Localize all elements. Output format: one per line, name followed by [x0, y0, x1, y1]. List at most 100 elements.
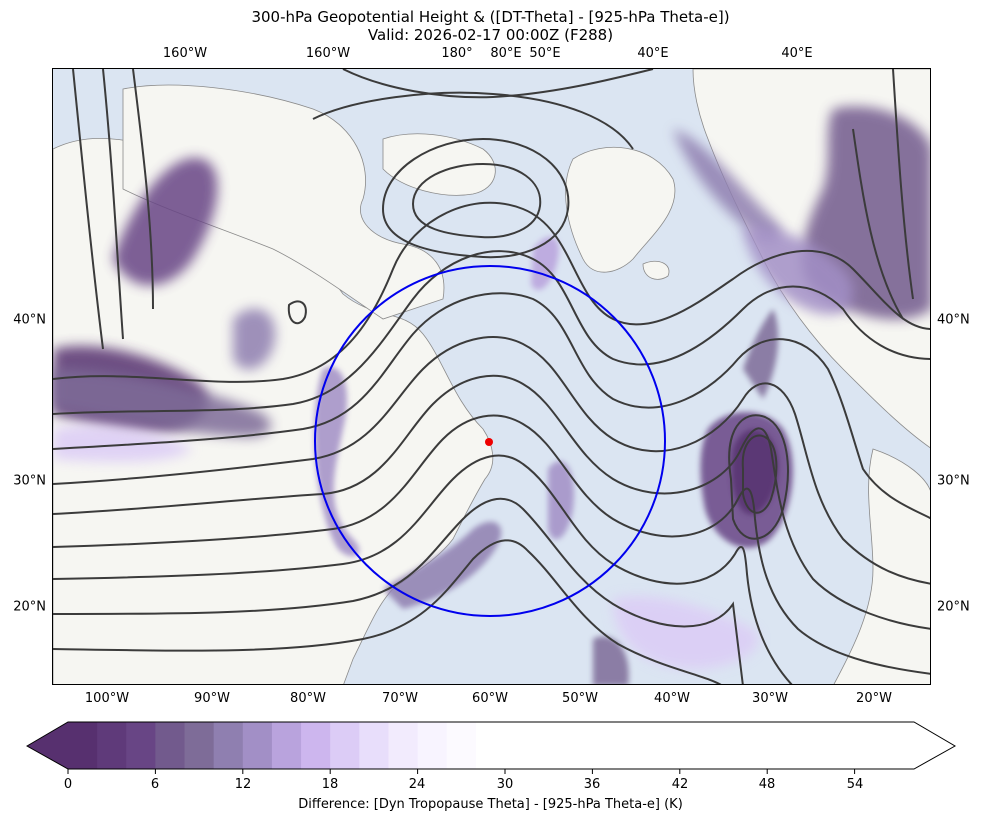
shading-blob — [613, 596, 759, 669]
arctic-islands-land — [382, 133, 496, 196]
colorbar-cell — [388, 722, 419, 769]
colorbar-tick-label: 42 — [671, 777, 689, 792]
shading-blob — [233, 308, 276, 370]
location-marker — [485, 438, 493, 446]
shading-blob — [743, 226, 854, 315]
shading-blob — [53, 369, 272, 438]
shading-blob — [593, 636, 629, 684]
map-title-line1: 300-hPa Geopotential Height & ([DT-Theta… — [251, 8, 730, 26]
colorbar-cell — [796, 722, 826, 769]
map-title-line2: Valid: 2026-02-17 00:00Z (F288) — [367, 26, 614, 44]
height-contour — [381, 137, 570, 259]
height-contour — [53, 497, 744, 684]
top-lon-label: 40°E — [781, 46, 813, 61]
colorbar-tick-label: 54 — [846, 777, 864, 792]
colorbar-cell — [242, 722, 273, 769]
bottom-lon-label: 80°W — [290, 691, 326, 706]
colorbar-cell — [184, 722, 215, 769]
shading-blob — [673, 129, 782, 242]
colorbar-cell — [883, 722, 914, 769]
height-contour — [342, 69, 654, 99]
top-lon-label: 160°W — [305, 46, 351, 61]
top-lon-label: 80°E — [490, 46, 522, 61]
colorbar-tick-label: 30 — [496, 777, 514, 792]
colorbar-cell — [505, 722, 535, 769]
colorbar-cell — [679, 722, 710, 769]
colorbar-cell — [417, 722, 448, 769]
colorbar-cell — [155, 722, 186, 769]
height-contour — [741, 434, 778, 514]
bottom-lon-label: 100°W — [84, 691, 130, 706]
colorbar-cell — [854, 722, 885, 769]
right-lat-label: 40°N — [937, 312, 970, 328]
right-lat-label: 20°N — [937, 599, 970, 615]
map-svg — [53, 69, 930, 684]
top-lon-label: 180° — [441, 46, 473, 61]
left-lat-label: 30°N — [13, 473, 46, 489]
bottom-lon-label: 20°W — [856, 691, 892, 706]
colorbar-cell — [330, 722, 360, 769]
shading-blob — [743, 309, 779, 399]
colorbar-cell — [738, 722, 768, 769]
height-contour — [852, 128, 904, 320]
iceland-land — [642, 260, 670, 280]
greenland-land — [565, 146, 676, 273]
bottom-lon-label: 70°W — [382, 691, 418, 706]
height-contour — [53, 292, 930, 520]
colorbar-cell — [650, 722, 681, 769]
colorbar-cell — [97, 722, 127, 769]
colorbar-outline — [25, 721, 957, 770]
colorbar-tick-label: 24 — [408, 777, 426, 792]
colorbar-cell — [68, 722, 98, 769]
shading-blob — [53, 425, 193, 462]
colorbar-cell — [563, 722, 593, 769]
map-panel — [52, 68, 931, 685]
height-contour — [53, 201, 930, 383]
colorbar-cell — [271, 722, 302, 769]
colorbar-tick-label: 12 — [234, 777, 252, 792]
bottom-lon-label: 90°W — [194, 691, 230, 706]
colorbar-cell — [213, 722, 244, 769]
colorbar-cell — [708, 722, 739, 769]
height-contour — [53, 414, 930, 675]
colorbar-cell — [359, 722, 389, 769]
canada-north-land — [122, 84, 445, 320]
left-lat-label: 20°N — [13, 599, 46, 615]
height-contour — [53, 454, 793, 684]
shading-blob — [548, 461, 574, 540]
top-lon-label: 40°E — [637, 46, 669, 61]
height-contour — [102, 69, 124, 340]
colorbar-tick-label: 18 — [321, 777, 339, 792]
colorbar-cell — [825, 722, 856, 769]
shading-blob — [383, 521, 502, 609]
height-contour — [72, 69, 104, 350]
colorbar-cell — [126, 722, 156, 769]
bottom-lon-label: 40°W — [654, 691, 690, 706]
colorbar-cell — [592, 722, 623, 769]
colorbar-cell — [446, 722, 477, 769]
colorbar-tick-label: 36 — [583, 777, 601, 792]
top-lon-label: 160°W — [162, 46, 208, 61]
focus-circle — [314, 265, 666, 617]
colorbar-under-extension — [27, 722, 68, 769]
height-contour — [53, 336, 930, 585]
bottom-lon-label: 50°W — [562, 691, 598, 706]
shading-blob — [314, 367, 360, 557]
colorbar-cell — [767, 722, 797, 769]
colorbar-label: Difference: [Dyn Tropopause Theta] - [92… — [298, 797, 683, 812]
colorbar-cell — [301, 722, 331, 769]
height-contour — [287, 300, 307, 325]
height-contour — [892, 69, 914, 300]
height-contour — [312, 91, 634, 150]
shading-blob — [113, 157, 218, 286]
colorbar-cell — [621, 722, 652, 769]
colorbar-tick-label: 6 — [150, 777, 160, 792]
height-contour — [53, 539, 722, 684]
bottom-lon-label: 60°W — [472, 691, 508, 706]
colorbar-cell — [534, 722, 564, 769]
top-lon-label: 50°E — [529, 46, 561, 61]
left-lat-label: 40°N — [13, 312, 46, 328]
height-contour — [132, 69, 154, 310]
height-contour — [728, 414, 789, 540]
colorbar-over-extension — [914, 722, 955, 769]
